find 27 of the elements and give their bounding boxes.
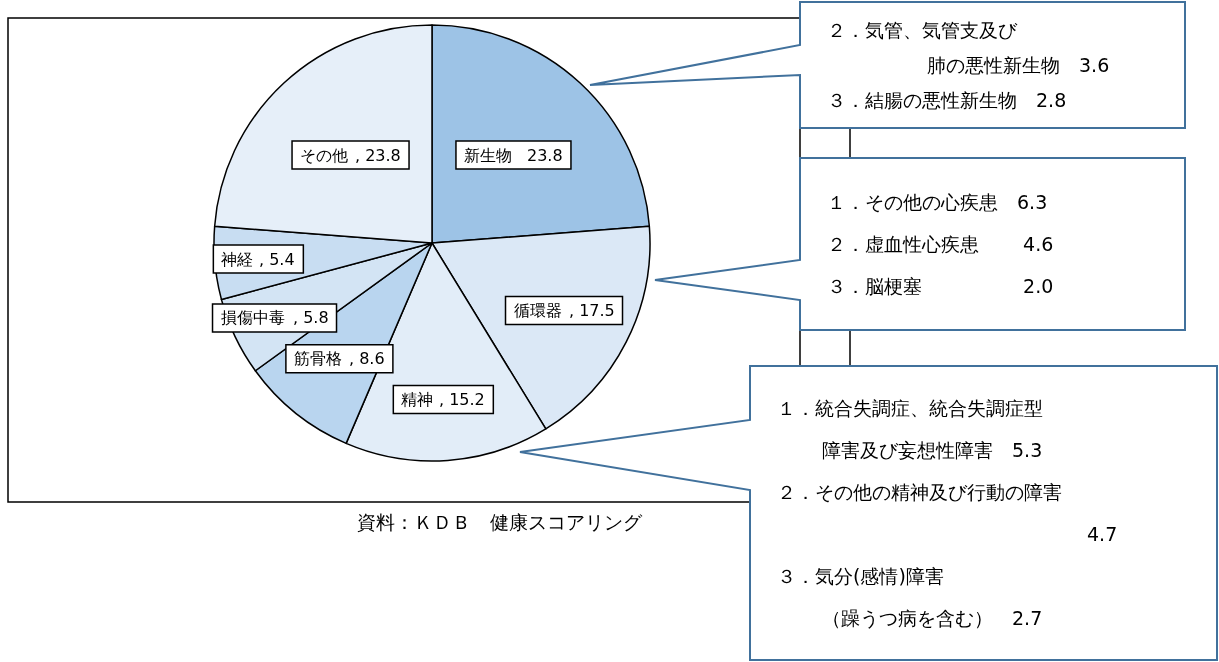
data-label: , 8.6 bbox=[349, 349, 385, 368]
slice-label: 新生物 bbox=[464, 146, 512, 165]
data-label: , 17.5 bbox=[569, 301, 615, 320]
text: ３．気分(感情)障害 bbox=[777, 565, 944, 587]
slice-label: 損傷中毒 bbox=[221, 308, 285, 327]
data-label: , 5.8 bbox=[293, 308, 329, 327]
data-label: , 23.8 bbox=[355, 146, 401, 165]
text: 資料：ＫＤＢ 健康スコアリング bbox=[357, 511, 643, 533]
data-label: , 5.4 bbox=[259, 250, 295, 269]
text: ２．気管、気管支及び bbox=[827, 19, 1018, 41]
slice-label: 循環器 bbox=[514, 301, 562, 320]
slice-label: 精神 bbox=[401, 390, 433, 409]
text: ３．結腸の悪性新生物 2.8 bbox=[827, 89, 1067, 111]
slice-label: その他 bbox=[300, 146, 348, 165]
text: 障害及び妄想性障害 5.3 bbox=[822, 439, 1043, 461]
data-label: 23.8 bbox=[527, 146, 563, 165]
text: 肺の悪性新生物 3.6 bbox=[927, 54, 1110, 76]
data-label: , 15.2 bbox=[439, 390, 485, 409]
text: ２．その他の精神及び行動の障害 bbox=[777, 481, 1062, 503]
slice-label: 神経 bbox=[221, 250, 253, 269]
text: ２．虚血性心疾患 4.6 bbox=[827, 233, 1054, 255]
text: ３．脳梗塞 2.0 bbox=[827, 275, 1054, 297]
text: （躁うつ病を含む） 2.7 bbox=[822, 607, 1043, 629]
slice-label: 筋骨格 bbox=[294, 349, 342, 368]
text: １．その他の心疾患 6.3 bbox=[827, 191, 1048, 213]
text: 4.7 bbox=[1087, 523, 1118, 545]
text: １．統合失調症、統合失調症型 bbox=[777, 397, 1043, 419]
